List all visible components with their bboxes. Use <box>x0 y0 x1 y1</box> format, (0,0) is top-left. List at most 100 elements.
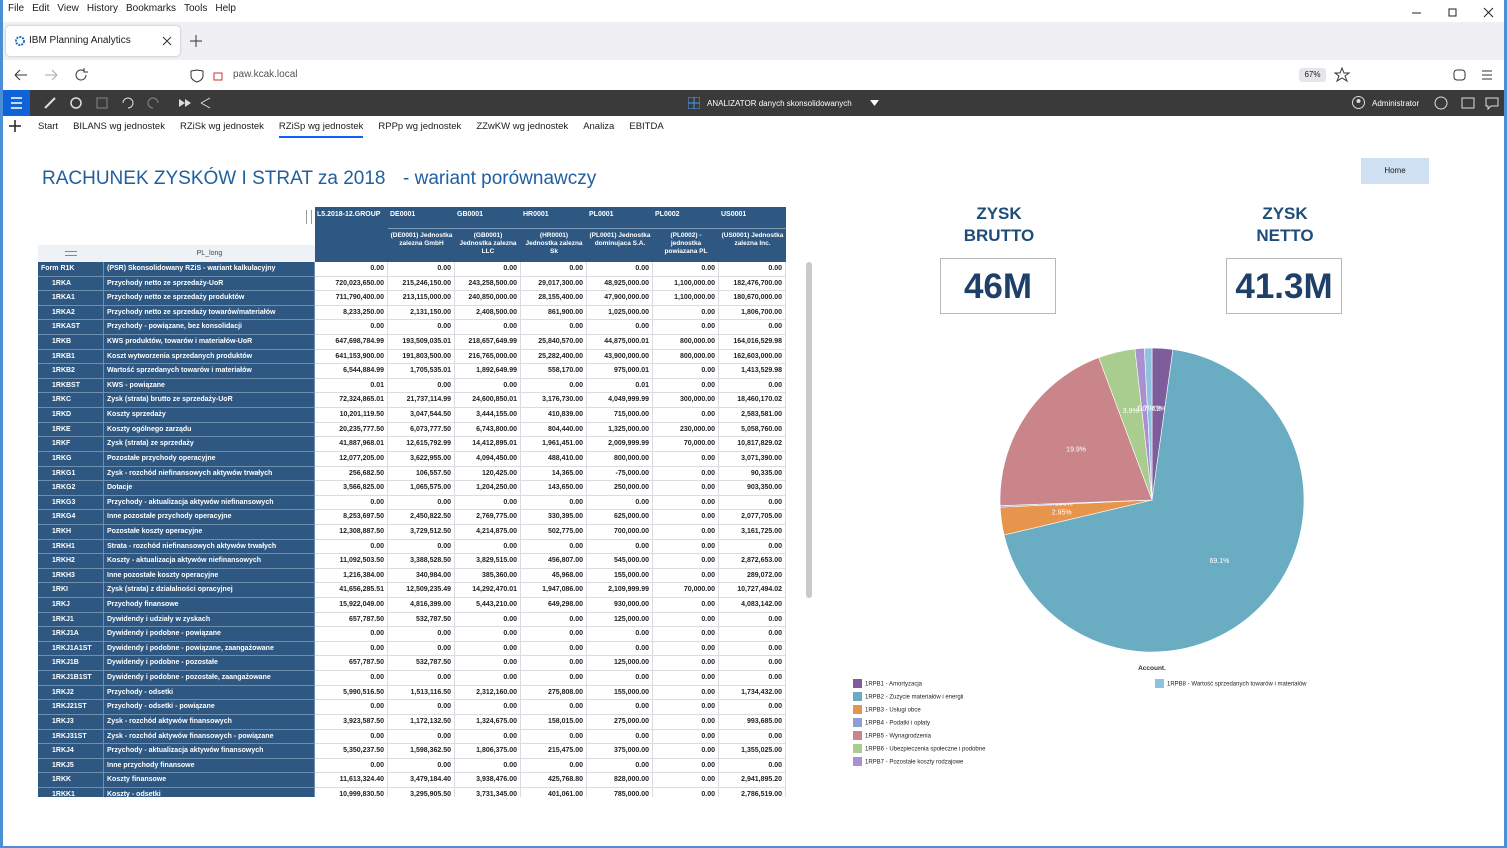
value-cell: 0.00 <box>315 700 388 715</box>
slice-label: 2.95% <box>1052 510 1072 517</box>
edit[interactable] <box>44 97 56 109</box>
save[interactable] <box>96 97 108 109</box>
menu-item[interactable]: Help <box>215 3 236 14</box>
nav-tab[interactable]: ZZwKW wg jednostek <box>476 121 569 132</box>
menu-item[interactable]: Edit <box>32 3 50 14</box>
settings[interactable] <box>1461 97 1475 109</box>
nav-tab[interactable]: EBITDA <box>629 121 664 132</box>
nav-tab[interactable]: Analiza <box>583 121 615 132</box>
value-cell: 289,072.00 <box>719 568 786 584</box>
help[interactable] <box>1434 96 1448 110</box>
value-cell: 4,816,399.00 <box>388 598 455 613</box>
zoom[interactable]: 67% <box>1299 68 1326 82</box>
nav-tab[interactable]: RZiSk wg jednostek <box>179 121 264 132</box>
redo[interactable] <box>147 97 159 109</box>
nav-tab[interactable]: Start <box>38 121 59 132</box>
value-cell: 256,682.50 <box>315 466 388 482</box>
book-name[interactable]: ANALIZATOR danych skonsolidowanych <box>707 99 852 108</box>
tab-close[interactable] <box>162 36 172 46</box>
row-header-cell: Dywidendy i podobne - pozostałe <box>104 656 315 672</box>
column-id: US0001 <box>721 211 747 218</box>
value-cell: 0.00 <box>653 466 719 482</box>
home-button[interactable]: Home <box>1361 158 1429 184</box>
value-cell: 401,061.00 <box>521 787 587 797</box>
row-header-cell: 1RKAST <box>38 320 104 336</box>
value-cell: 0.00 <box>521 758 587 774</box>
row-header-cell: Przychody - odsetki <box>104 685 315 701</box>
value-cell: 0.00 <box>653 685 719 701</box>
new-tab[interactable] <box>190 35 202 47</box>
value-cell: 0.00 <box>719 671 786 686</box>
refresh[interactable] <box>70 97 82 109</box>
value-cell: 0.00 <box>653 744 719 759</box>
value-cell: 804,440.00 <box>521 422 587 438</box>
column-header: HR0001 (HR0001) Jednostka zalezna Sk <box>521 207 588 262</box>
undo[interactable] <box>122 97 134 109</box>
back[interactable] <box>14 69 27 81</box>
value-cell: 10,817,829.02 <box>719 437 786 452</box>
column-divider <box>719 228 786 229</box>
value-cell: 240,850,000.00 <box>455 291 521 306</box>
menu-item[interactable]: Tools <box>184 3 208 14</box>
reload[interactable] <box>75 68 88 81</box>
toolbar-icons <box>3 90 211 116</box>
column-divider <box>587 228 653 229</box>
value-cell: 0.00 <box>388 729 455 745</box>
menu-item[interactable]: File <box>8 3 25 14</box>
value-cell: 1,172,132.50 <box>388 714 455 730</box>
share[interactable] <box>200 97 211 109</box>
scrollbar[interactable] <box>806 262 812 598</box>
value-cell: 24,600,850.01 <box>455 393 521 409</box>
value-cell: 0.00 <box>587 539 653 555</box>
nav-tab[interactable]: RPPp wg jednostek <box>378 121 462 132</box>
column-id: DE0001 <box>390 211 416 218</box>
add-tab[interactable] <box>9 120 21 132</box>
value-cell: 0.00 <box>653 773 719 788</box>
slice-label: 3.9% <box>1123 408 1139 415</box>
book-dropdown[interactable] <box>870 100 879 106</box>
value-cell: 0.00 <box>719 320 786 336</box>
value-cell: 700,000.00 <box>587 524 653 540</box>
menu-item[interactable]: View <box>57 3 79 14</box>
row-header-cell: 1RKC <box>38 393 104 409</box>
value-cell: 0.00 <box>315 758 388 774</box>
pocket[interactable] <box>1453 69 1466 81</box>
messages[interactable] <box>1485 97 1499 111</box>
url[interactable]: paw.kcak.local <box>233 69 298 80</box>
value-cell: 0.01 <box>587 378 653 394</box>
user-name[interactable]: Administrator <box>1372 99 1420 108</box>
bookmark-star[interactable] <box>1334 66 1351 83</box>
rewind[interactable] <box>179 99 191 107</box>
row-header-cell: Inne przychody finansowe <box>104 758 315 774</box>
app-menu[interactable] <box>1482 70 1492 80</box>
menu-item[interactable]: History <box>86 3 118 14</box>
slice-label: 2.2% <box>1150 406 1166 413</box>
value-cell: 0.00 <box>653 481 719 496</box>
column-divider <box>521 228 587 229</box>
value-cell: 12,077,205.00 <box>315 451 388 467</box>
value-cell: 0.00 <box>315 539 388 555</box>
pie-slice <box>1003 349 1305 653</box>
legend-swatch <box>1155 679 1164 688</box>
column-header: PL0002 (PL0002) - jednostka powiazana PL <box>653 207 720 262</box>
forward[interactable] <box>45 69 58 81</box>
kpi-value: 41.3M <box>1226 258 1342 314</box>
row-header-cell: 1RKJ31ST <box>38 729 104 745</box>
menu-item[interactable]: Bookmarks <box>125 3 176 14</box>
value-cell: 0.00 <box>719 539 786 555</box>
value-cell: 12,509,235.49 <box>388 583 455 599</box>
value-cell: 0.00 <box>653 641 719 657</box>
book-icon <box>688 97 700 109</box>
row-header-cell: 1RKJ1B1ST <box>38 671 104 686</box>
browser-tab[interactable]: IBM Planning Analytics <box>6 26 180 56</box>
value-cell: 0.00 <box>719 641 786 657</box>
value-cell: 0.00 <box>587 700 653 715</box>
nav-tab[interactable]: RZiSp wg jednostek <box>278 121 364 138</box>
value-cell: 180,670,000.00 <box>719 291 786 306</box>
nav-tab[interactable]: BILANS wg jednostek <box>73 121 165 132</box>
value-cell: 10,727,494.02 <box>719 583 786 599</box>
value-cell: 993,685.00 <box>719 714 786 730</box>
close[interactable] <box>1483 7 1494 18</box>
restore[interactable] <box>1448 8 1457 17</box>
row-header-cell: 1RKA2 <box>38 305 104 321</box>
